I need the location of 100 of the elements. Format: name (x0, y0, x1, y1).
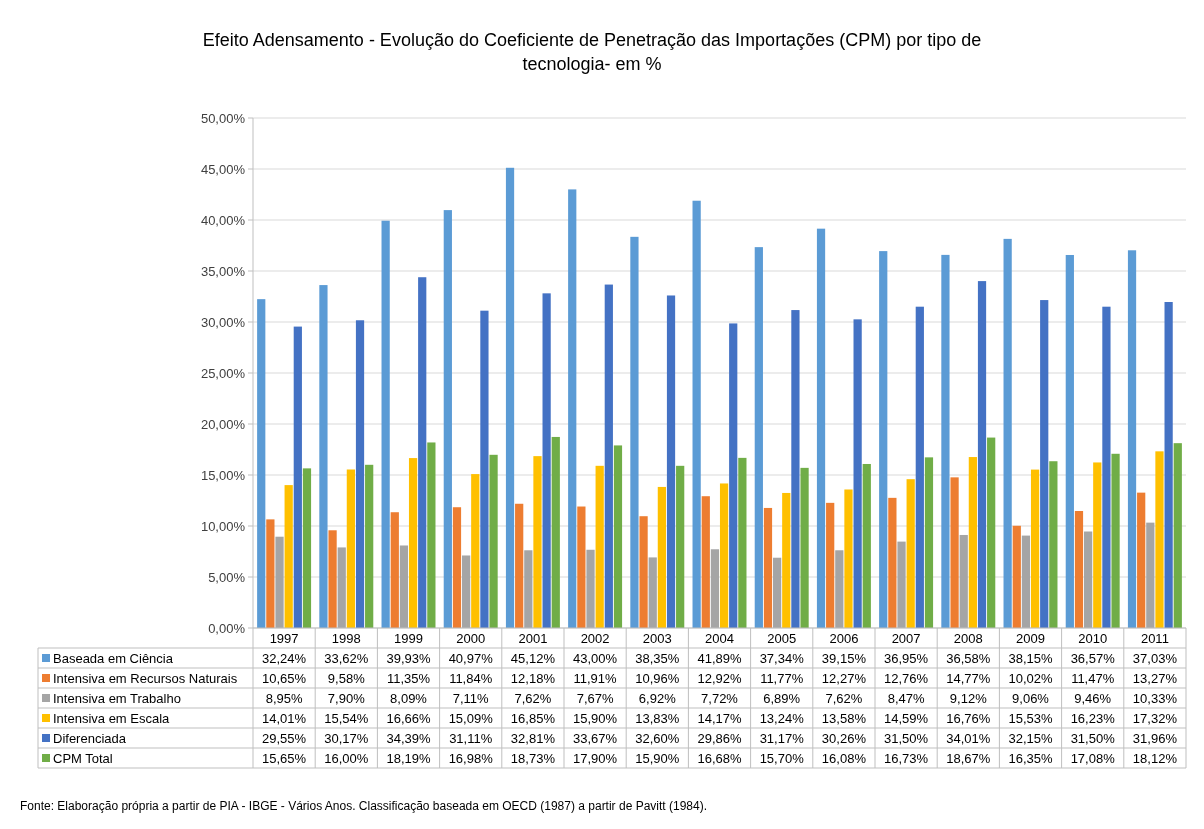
data-label: 15,53% (1008, 710, 1053, 726)
data-label: 16,68% (697, 750, 742, 766)
data-label: 13,58% (821, 710, 867, 726)
bar (977, 281, 987, 628)
data-label: 11,84% (449, 670, 493, 686)
data-label: 15,70% (759, 750, 805, 766)
data-label: 38,15% (1008, 650, 1053, 666)
bar (835, 550, 844, 628)
bar (418, 277, 427, 628)
bar (390, 512, 399, 628)
data-label: 9,58% (327, 670, 366, 686)
data-label: 34,01% (946, 730, 991, 746)
data-label: 39,15% (821, 650, 867, 666)
bar (1040, 300, 1049, 628)
bar (738, 457, 747, 628)
bar (1127, 250, 1137, 628)
data-label: 41,89% (697, 650, 742, 666)
bar (959, 534, 968, 628)
bar (462, 555, 471, 628)
bar (381, 220, 390, 628)
data-label: 6,89% (763, 690, 801, 706)
legend-label: Baseada em Ciência (53, 650, 174, 666)
y-tick-label: 15,00% (200, 467, 246, 483)
bar (987, 437, 996, 628)
data-label: 8,47% (887, 690, 925, 706)
data-label: 16,76% (946, 710, 991, 726)
bar (568, 189, 577, 628)
data-label: 16,73% (884, 750, 929, 766)
data-label: 32,81% (510, 730, 556, 746)
y-tick-label: 20,00% (200, 416, 246, 432)
bar (533, 456, 542, 628)
bar (1155, 451, 1164, 628)
data-label: 16,66% (386, 710, 431, 726)
data-label: 10,33% (1132, 690, 1178, 706)
data-label: 14,77% (946, 670, 991, 686)
bar (1021, 535, 1031, 628)
data-label: 7,11% (452, 690, 490, 706)
x-tick-label: 2011 (1140, 630, 1169, 646)
y-tick-label: 25,00% (200, 365, 246, 381)
data-label: 16,35% (1008, 750, 1053, 766)
bar (524, 550, 533, 628)
data-label: 15,90% (635, 750, 680, 766)
bar (676, 465, 685, 628)
bar (1084, 531, 1093, 628)
bar (266, 519, 275, 628)
bar (800, 467, 809, 628)
bar (480, 310, 489, 628)
bar (1146, 522, 1155, 628)
data-label: 12,92% (697, 670, 742, 686)
data-label: 36,58% (946, 650, 991, 666)
data-label: 34,39% (386, 730, 431, 746)
data-label: 31,11% (449, 730, 493, 746)
bar (1074, 511, 1084, 628)
bar (968, 457, 977, 628)
source-note: Fonte: Elaboração própria a partir de PIA - IBGE - Vários Anos. Classificação baseada em OECD (1987) a partir de Pavitt (1984). (20, 799, 707, 813)
bar (862, 463, 871, 628)
data-label: 18,19% (386, 750, 431, 766)
x-tick-label: 2002 (580, 630, 610, 646)
data-label: 18,73% (510, 750, 556, 766)
bar (302, 468, 312, 628)
data-label: 13,83% (635, 710, 680, 726)
data-label: 14,01% (262, 710, 307, 726)
data-label: 36,95% (884, 650, 929, 666)
bar (427, 442, 436, 628)
data-label: 13,24% (759, 710, 805, 726)
bar (471, 474, 480, 628)
data-label: 7,62% (825, 690, 863, 706)
data-label: 33,62% (324, 650, 369, 666)
y-tick-label: 10,00% (200, 518, 246, 534)
x-tick-label: 2000 (456, 630, 486, 646)
data-label: 17,90% (573, 750, 618, 766)
y-tick-label: 50,00% (200, 110, 246, 126)
bar (293, 326, 302, 628)
bar (888, 497, 897, 628)
data-label: 16,00% (324, 750, 369, 766)
x-tick-label: 1997 (269, 630, 299, 646)
data-label: 36,57% (1070, 650, 1116, 666)
bar (782, 492, 791, 628)
data-label: 7,90% (327, 690, 366, 706)
bar (399, 545, 409, 628)
bar (284, 485, 293, 628)
x-tick-label: 1999 (394, 630, 423, 646)
bar (275, 536, 284, 628)
data-label: 31,96% (1132, 730, 1178, 746)
bar (754, 247, 763, 628)
data-label: 38,35% (635, 650, 680, 666)
bar (319, 285, 328, 628)
legend-label: Intensiva em Escala (53, 710, 171, 726)
bar (719, 483, 729, 628)
bar (604, 284, 613, 628)
data-label: 7,72% (701, 690, 739, 706)
data-label: 37,03% (1132, 650, 1178, 666)
data-label: 15,54% (324, 710, 369, 726)
bar (257, 299, 266, 628)
bar (701, 496, 710, 628)
bar (1111, 453, 1120, 628)
bar (844, 489, 853, 628)
bar (1065, 254, 1074, 628)
bar (1030, 469, 1040, 628)
bar (551, 436, 560, 628)
